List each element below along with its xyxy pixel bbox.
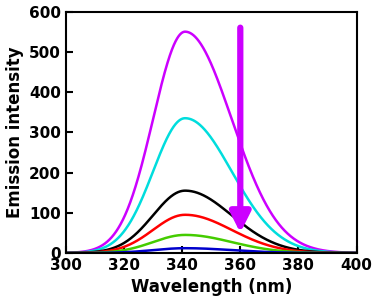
X-axis label: Wavelength (nm): Wavelength (nm) bbox=[130, 278, 292, 297]
Y-axis label: Emission intensity: Emission intensity bbox=[6, 47, 23, 218]
